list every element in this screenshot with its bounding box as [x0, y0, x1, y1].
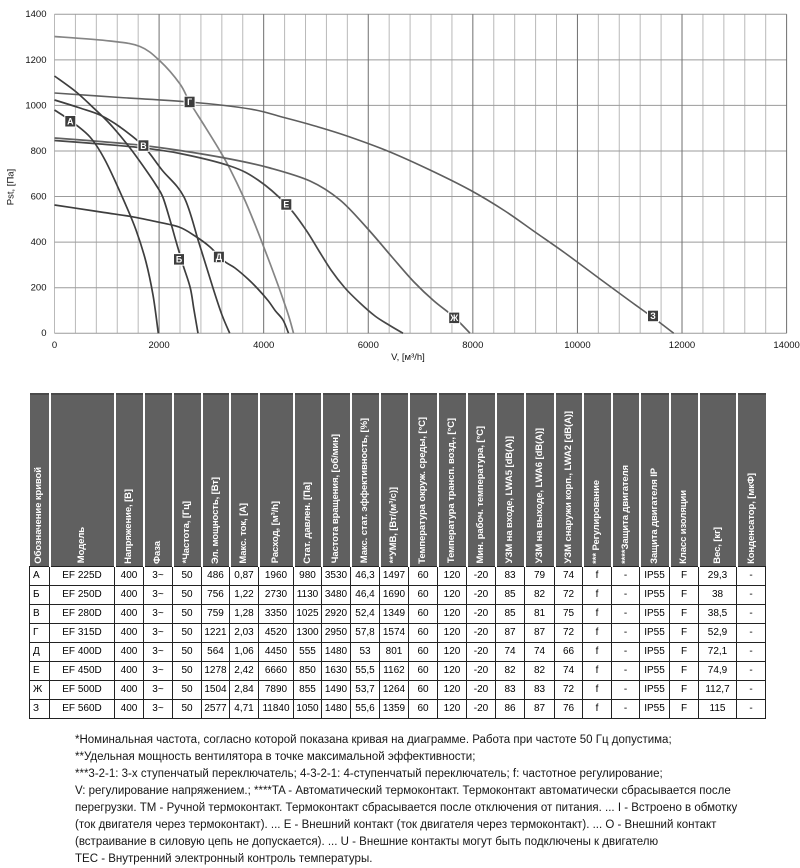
- svg-text:0: 0: [52, 340, 57, 351]
- svg-text:З: З: [650, 311, 656, 321]
- svg-text:Е: Е: [283, 200, 289, 210]
- svg-text:14000: 14000: [773, 340, 799, 351]
- svg-text:0: 0: [41, 328, 46, 339]
- svg-text:600: 600: [31, 192, 47, 203]
- svg-text:200: 200: [31, 283, 47, 294]
- svg-text:В: В: [140, 141, 146, 151]
- svg-text:8000: 8000: [462, 340, 483, 351]
- svg-text:2000: 2000: [149, 340, 170, 351]
- svg-text:800: 800: [31, 146, 47, 157]
- svg-text:V, [м³/h]: V, [м³/h]: [391, 352, 425, 363]
- svg-text:1000: 1000: [25, 100, 46, 111]
- svg-text:1400: 1400: [25, 9, 46, 20]
- svg-text:4000: 4000: [253, 340, 274, 351]
- svg-text:Ж: Ж: [449, 313, 458, 323]
- svg-text:Г: Г: [187, 97, 192, 107]
- svg-text:Д: Д: [216, 252, 223, 262]
- svg-text:А: А: [67, 117, 74, 127]
- svg-text:400: 400: [31, 237, 47, 248]
- svg-text:Б: Б: [176, 255, 183, 265]
- svg-text:12000: 12000: [669, 340, 695, 351]
- svg-text:1200: 1200: [25, 55, 46, 66]
- svg-text:6000: 6000: [358, 340, 379, 351]
- svg-text:10000: 10000: [564, 340, 590, 351]
- svg-text:Pst, [Па]: Pst, [Па]: [6, 169, 17, 205]
